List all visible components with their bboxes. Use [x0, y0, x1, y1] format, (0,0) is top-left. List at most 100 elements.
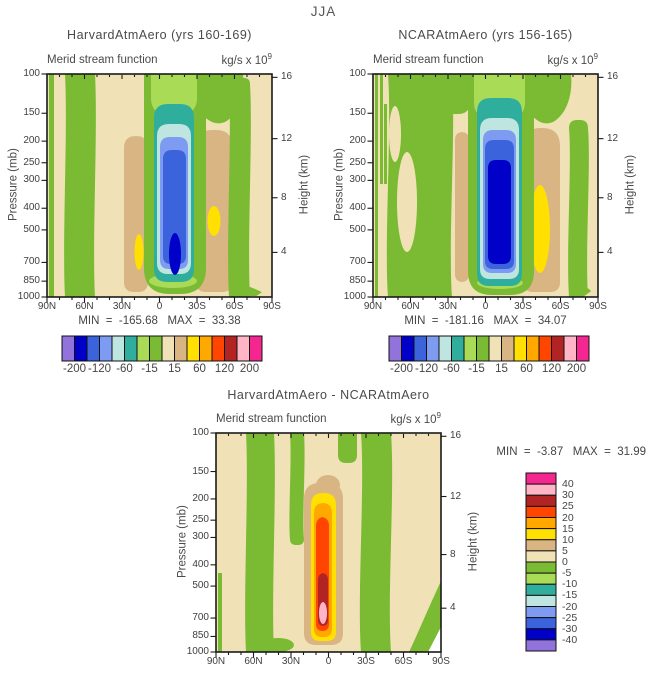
colorbar-tick-label: 15 — [168, 363, 181, 375]
colorbar-cell — [111, 335, 125, 362]
pressure-tick-label: 400 — [192, 558, 209, 570]
height-tick-label: 16 — [450, 430, 462, 442]
colorbar — [525, 472, 557, 652]
pressure-tick-label: 400 — [23, 202, 40, 214]
colorbar-tick-label: 200 — [566, 363, 587, 375]
colorbar-cell — [513, 335, 527, 362]
colorbar-cell — [99, 335, 113, 362]
units-label: kg/s x 109 — [331, 411, 441, 427]
colorbar-tick-label: 0 — [562, 556, 568, 568]
colorbar-cell — [451, 335, 465, 362]
pressure-tick-label: 300 — [192, 531, 209, 543]
min-max-text: MIN = -165.68 MAX = 33.38 — [78, 315, 241, 327]
pressure-axis-title: Pressure (mb) — [333, 147, 346, 221]
figure-title: JJA — [310, 4, 337, 19]
colorbar-cell — [525, 539, 557, 552]
colorbar-tick-label: -60 — [116, 363, 133, 375]
x-tick-label: 30S — [357, 656, 375, 667]
colorbar-tick-label: -120 — [87, 363, 112, 375]
colorbar-cell — [525, 472, 557, 485]
x-tick-label: 0 — [325, 656, 332, 667]
colorbar-cell — [525, 494, 557, 507]
height-axis-title: Height (km) — [467, 511, 480, 571]
colorbar-cell — [224, 335, 238, 362]
colorbar-cell — [463, 335, 477, 362]
x-tick-label: 0 — [482, 301, 489, 312]
colorbar-cell — [551, 335, 565, 362]
plot-frame — [372, 73, 599, 298]
colorbar-cell — [186, 335, 200, 362]
x-tick-label: 90N — [363, 301, 383, 312]
colorbar-cell — [199, 335, 213, 362]
colorbar-cell — [488, 335, 502, 362]
plot-frame — [215, 432, 442, 653]
x-tick-label: 90N — [37, 301, 57, 312]
units-base: kg/s x 10 — [221, 54, 268, 67]
colorbar-cell — [501, 335, 515, 362]
colorbar-cell — [174, 335, 188, 362]
pressure-axis-title: Pressure (mb) — [7, 147, 20, 221]
colorbar-tick-label: -30 — [562, 622, 578, 635]
colorbar-cell — [525, 594, 557, 607]
units-base: kg/s x 10 — [547, 54, 594, 67]
colorbar-tick-label: 10 — [562, 533, 574, 546]
colorbar-cell — [388, 335, 402, 362]
x-tick-label: 30N — [438, 301, 458, 312]
x-tick-label: 30S — [514, 301, 532, 312]
height-tick-label: 4 — [281, 246, 287, 258]
x-tick-label: 60S — [225, 301, 244, 312]
pressure-tick-label: 1000 — [343, 291, 366, 302]
height-tick-label: 8 — [450, 548, 456, 560]
colorbar-tick-label: -15 — [468, 363, 485, 375]
colorbar-cell — [476, 335, 490, 362]
colorbar-tick-label: -200 — [62, 363, 87, 375]
height-tick-label: 4 — [607, 246, 613, 258]
colorbar-cell — [525, 528, 557, 541]
colorbar — [61, 335, 263, 362]
height-tick-label: 12 — [607, 132, 619, 144]
units-base: kg/s x 10 — [390, 413, 437, 426]
x-tick-label: 0 — [156, 301, 163, 312]
units-exponent: 9 — [593, 52, 598, 61]
pressure-tick-label: 250 — [349, 156, 366, 168]
colorbar-cell — [426, 335, 440, 362]
pressure-tick-label: 200 — [23, 135, 40, 147]
panel-title: HarvardAtmAero (yrs 160-169) — [67, 28, 252, 42]
x-tick-label: 30S — [188, 301, 206, 312]
colorbar-cell — [413, 335, 427, 362]
field-label: Merid stream function — [373, 54, 484, 66]
colorbar-tick-label: -60 — [443, 363, 460, 375]
x-tick-label: 60N — [244, 656, 263, 667]
x-tick-label: 90S — [589, 301, 607, 312]
pressure-tick-label: 700 — [349, 256, 366, 268]
units-label: kg/s x 109 — [162, 52, 272, 68]
colorbar — [388, 335, 590, 362]
x-tick-label: 90N — [206, 656, 226, 667]
pressure-tick-label: 250 — [192, 514, 209, 526]
panel-title: NCARAtmAero (yrs 156-165) — [398, 28, 573, 42]
height-tick-label: 12 — [281, 132, 293, 144]
colorbar-tick-label: 120 — [214, 363, 235, 375]
colorbar-tick-label: 30 — [562, 489, 574, 502]
x-tick-label: 30N — [281, 656, 301, 667]
pressure-tick-label: 100 — [23, 68, 40, 79]
contour-field — [373, 74, 598, 297]
contour-plot — [210, 432, 447, 658]
colorbar-tick-label: 200 — [239, 363, 260, 375]
pressure-tick-label: 850 — [349, 275, 366, 287]
pressure-tick-label: 500 — [349, 223, 366, 235]
colorbar-tick-label: -15 — [562, 589, 578, 602]
height-tick-label: 16 — [607, 71, 619, 83]
colorbar-tick-label: 20 — [562, 511, 574, 524]
pressure-tick-label: 1000 — [186, 646, 209, 657]
units-exponent: 9 — [436, 411, 441, 420]
colorbar-tick-label: 25 — [562, 500, 574, 513]
colorbar-cell — [74, 335, 88, 362]
x-tick-label: 90S — [263, 301, 281, 312]
colorbar-cell — [401, 335, 415, 362]
colorbar-tick-label: -40 — [562, 633, 578, 646]
units-label: kg/s x 109 — [488, 52, 598, 68]
colorbar-tick-label: 120 — [541, 363, 562, 375]
x-tick-label: 60S — [394, 656, 413, 667]
